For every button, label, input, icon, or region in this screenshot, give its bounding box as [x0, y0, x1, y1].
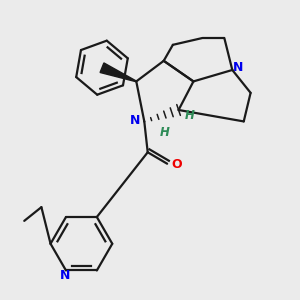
- Text: N: N: [60, 268, 70, 281]
- Text: O: O: [171, 158, 181, 171]
- Text: H: H: [160, 126, 170, 140]
- Text: N: N: [130, 114, 140, 127]
- Text: H: H: [185, 109, 195, 122]
- Text: N: N: [233, 61, 243, 74]
- Polygon shape: [100, 63, 136, 82]
